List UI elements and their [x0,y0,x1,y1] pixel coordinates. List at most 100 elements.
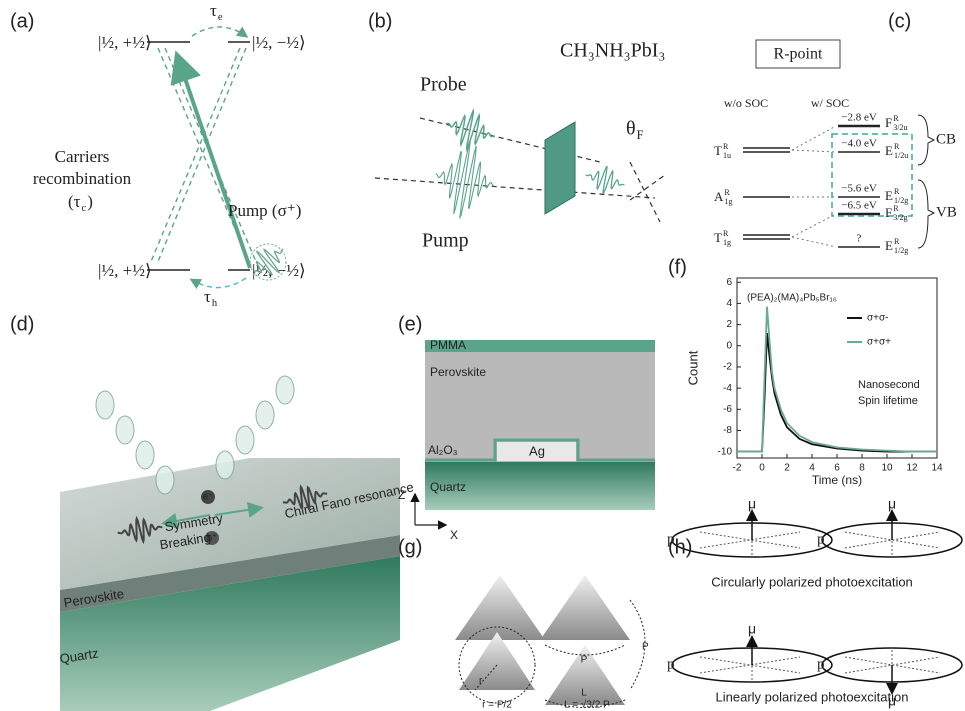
ket: |½, +½⟩ [98,33,152,52]
axis-label: X [450,528,458,542]
tau: ) [87,192,93,211]
recombination-label: Carriers [55,147,110,166]
state: A [714,189,724,204]
x-axis-label: Time (ns) [812,473,862,487]
state-sup: R [723,229,729,238]
panel-label: (d) [10,313,34,335]
state-sub: 1/2u [894,151,908,160]
illustrations [60,26,963,711]
recombination-label: recombination [33,169,132,188]
wave-packet [282,484,328,512]
mu-label: μ [748,496,756,512]
legend-label: σ+σ- [867,313,889,324]
state-sup: R [893,114,899,123]
x-tick-label: 12 [906,463,918,474]
light-pulse [135,440,155,470]
wave-packet [252,248,284,276]
angle-label: θ [626,118,636,140]
dimension-label: P [642,642,649,653]
carrier: e⁻ [203,492,214,503]
y-tick-label: 6 [726,277,732,288]
state: E [885,238,893,253]
axes [410,492,448,530]
dimension-label: P [581,655,588,666]
mu-arrows [746,509,898,695]
tau-sub: h [212,298,218,309]
wave-packet [445,107,495,153]
tau: τ [204,287,211,306]
light-pulse [155,465,175,495]
pmma-layer [425,340,655,352]
panel-label: (a) [10,10,34,32]
pump-pulse [249,243,287,281]
x-tick-label: 14 [931,463,943,474]
state: E [885,143,893,158]
mu-label: μ [888,693,896,709]
box-title: R-point [774,46,823,63]
x-tick-label: 2 [784,463,790,474]
panel-label: (h) [668,536,692,558]
layer-label: Ag [529,443,545,458]
wave-packet [435,141,495,219]
dimension-label: L [581,688,587,699]
axis-label: Z [398,488,405,502]
state-sub: 3/2g [893,213,907,222]
state-sub: 1g [724,197,732,206]
state-sup: R [894,187,900,196]
state-sub: 1g [723,238,731,247]
triangles [455,575,630,705]
gap-box [831,133,913,217]
pump-label: Pump (σ⁺) [228,201,301,220]
y-tick-label: -6 [723,404,732,415]
x-tick-label: 6 [834,463,840,474]
layer-label: PMMA [430,338,466,352]
annotation: Spin lifetime [858,395,918,407]
state-sup: R [894,237,900,246]
x-tick-label: -2 [733,463,742,474]
p-label: p [817,531,825,547]
energy: ? [857,233,862,245]
y-tick-label: 2 [726,319,732,330]
angle-label-sub: F [637,128,644,142]
state: F [885,205,892,220]
p-label: p [667,656,675,672]
band-label: VB [936,204,957,220]
column-label: w/o SOC [724,96,768,110]
formula: r = P/2 [482,700,512,711]
splitting [791,125,837,248]
p-label: p [667,531,675,547]
beam-paths [374,117,666,223]
energy: −5.6 eV [841,183,877,195]
energy-levels [147,41,250,271]
annotation: Nanosecond [858,379,920,391]
pump-label: Pump [422,230,469,252]
light-pulse [115,415,135,445]
tau: (τ [68,192,81,211]
wave-packet [117,515,163,545]
formula: L = √3/2 P [564,699,610,711]
x-tick-label: 0 [759,463,765,474]
series-line [737,333,937,453]
levels [743,124,880,248]
y-tick-label: 0 [726,340,732,351]
y-axis-label: Count [685,350,700,385]
tau-sub: e [218,12,223,23]
silver-block [497,442,576,461]
panel-label: (g) [398,536,422,558]
state: T [714,143,722,158]
light-pulse [235,425,255,455]
p-label: p [817,656,825,672]
panel-label: (c) [888,10,911,32]
state-sup: R [724,188,730,197]
y-tick-label: -4 [723,383,732,394]
braces [917,114,936,249]
ket: |½, −½⟩ [252,33,306,52]
state-sub: 1/2g [894,246,908,255]
sample-label: CH₃NH₃PbI₃ [560,40,665,62]
perovskite-side [60,535,400,612]
tau-sub: c [82,203,87,214]
column-label: w/ SOC [811,96,849,110]
light-pulse [95,390,115,420]
arrow [214,501,264,518]
